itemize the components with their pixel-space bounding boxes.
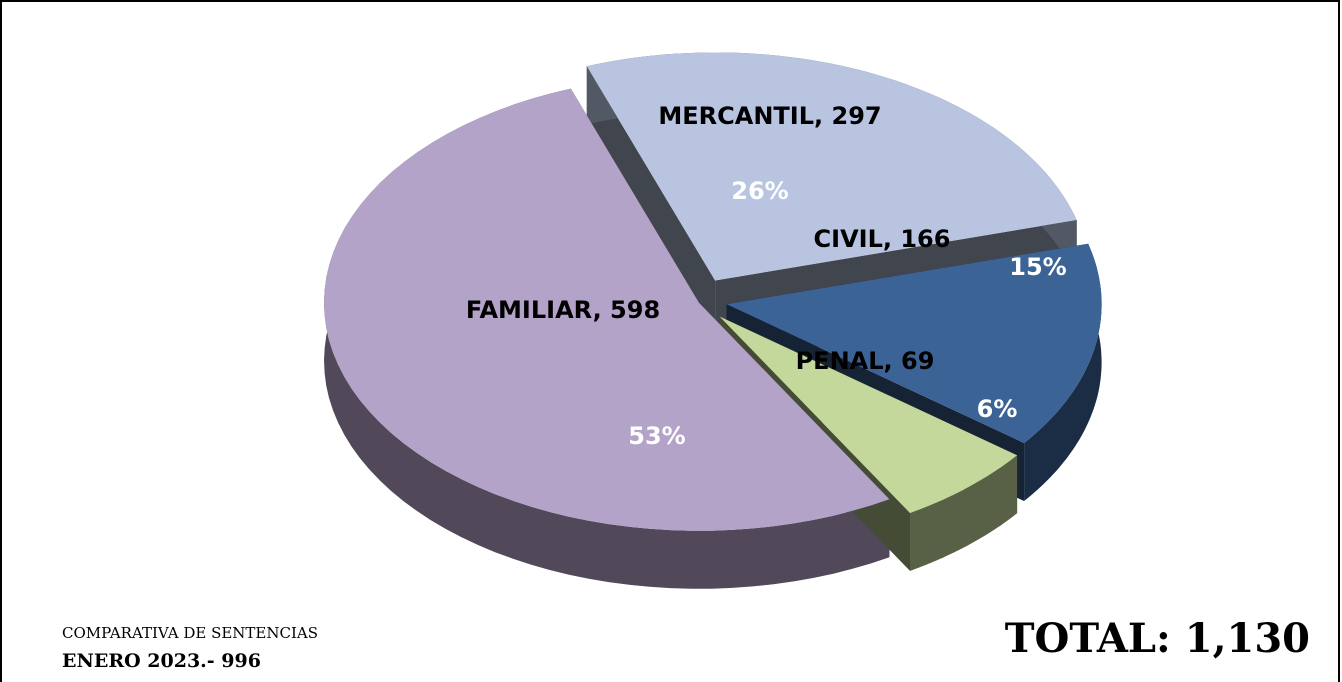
slice <box>719 316 1018 513</box>
percent-label: 15% <box>1009 253 1066 281</box>
slice-side <box>910 455 1018 571</box>
data-label: CIVIL, 166 <box>814 225 951 253</box>
chart-subtitle: COMPARATIVA DE SENTENCIAS <box>62 624 318 642</box>
slice-side <box>324 88 890 589</box>
slice-side <box>1024 243 1102 501</box>
percent-label: 26% <box>731 177 788 205</box>
pie: MERCANTIL, 297 26% CIVIL, 166 15% PENAL, 69 6… <box>324 52 1102 589</box>
data-label: FAMILIAR, 598 <box>466 296 660 324</box>
data-label: MERCANTIL, 297 <box>658 102 881 130</box>
percent-label: 6% <box>977 395 1018 423</box>
slice <box>324 88 890 531</box>
chart-title: ENERO 2023.- 996 <box>62 650 261 672</box>
data-label: PENAL, 69 <box>796 347 935 375</box>
slice <box>726 243 1102 443</box>
total-annotation: TOTAL: 1,130 <box>1005 615 1310 662</box>
slice <box>586 52 1077 281</box>
percent-label: 53% <box>628 422 685 450</box>
slice-side <box>586 66 716 339</box>
